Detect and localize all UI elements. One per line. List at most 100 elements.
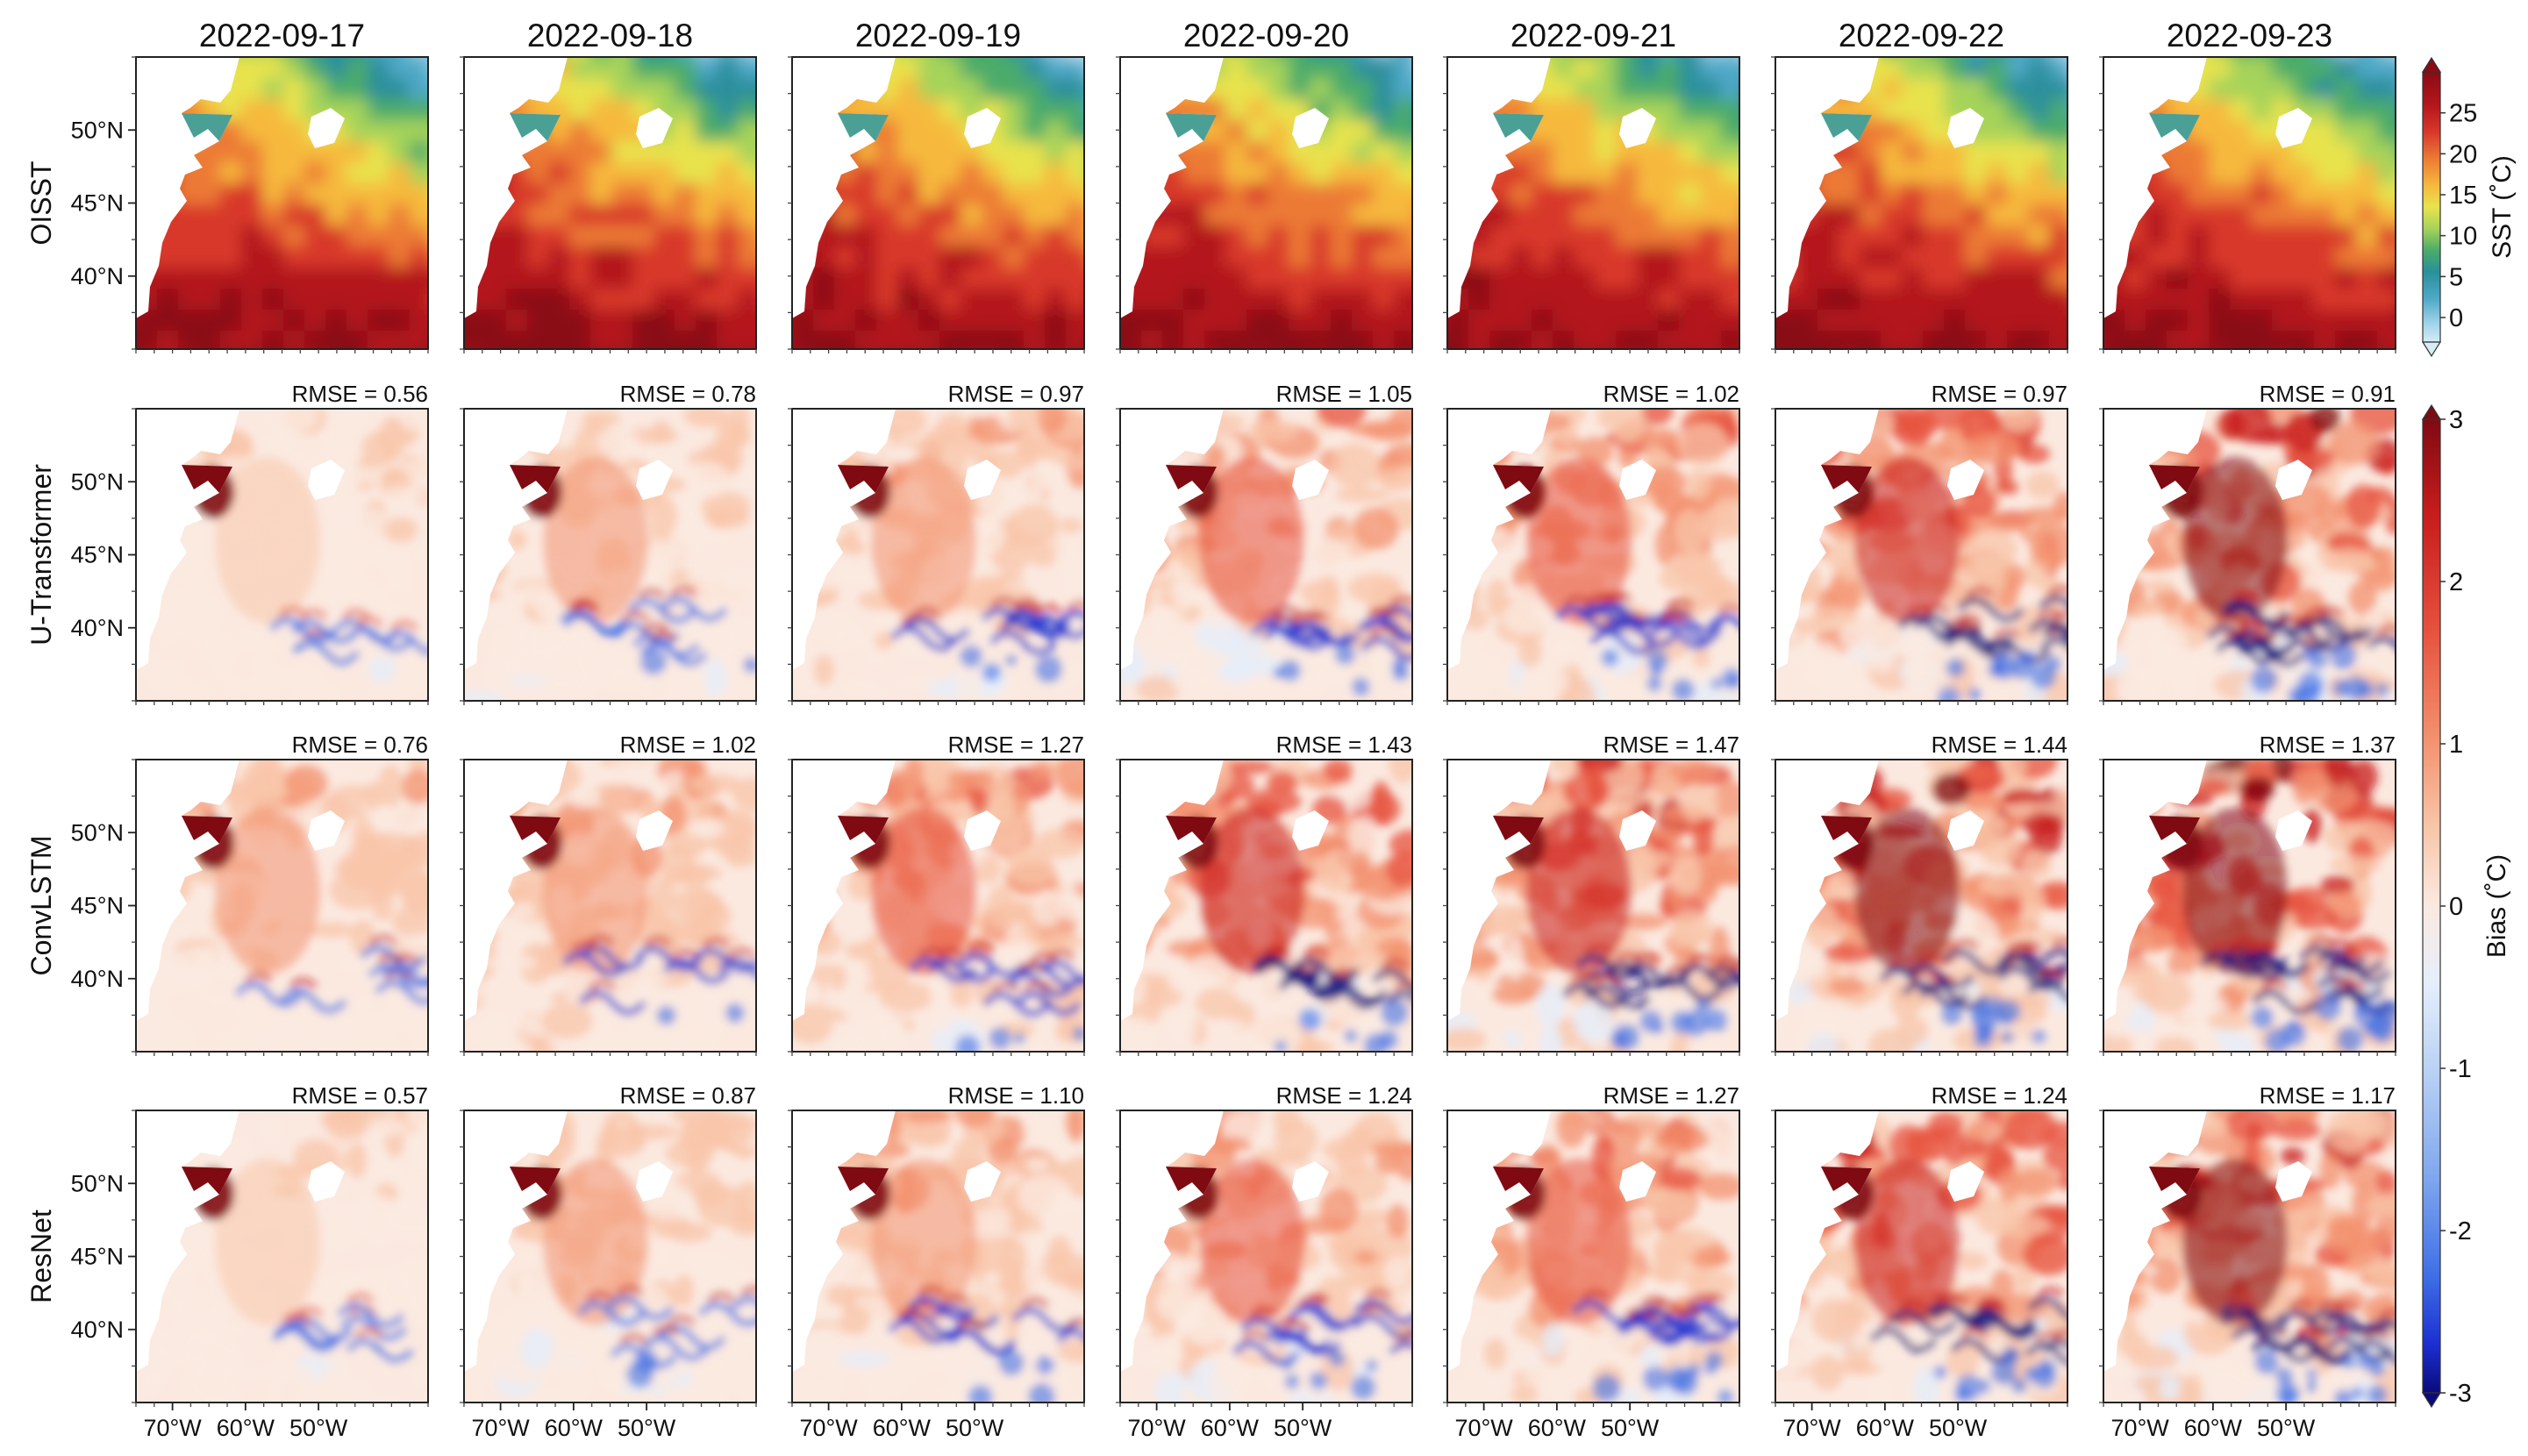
panel-convlstm-2022-09-23: RMSE = 1.37 xyxy=(2099,732,2396,1056)
x-tick-label: 60°W xyxy=(873,1415,932,1441)
colorbar-tick-label: 2 xyxy=(2449,568,2463,596)
date-title: 2022-09-17 xyxy=(199,18,365,54)
land-mask xyxy=(2275,108,2312,148)
panel-oisst-2022-09-20: 2022-09-20 xyxy=(1116,18,1413,353)
panel-u-transformer-2022-09-21: RMSE = 1.02 xyxy=(1443,381,1740,705)
x-tick-label: 70°W xyxy=(799,1415,858,1441)
gulf-bias xyxy=(2149,465,2200,493)
bias-field xyxy=(1775,1110,2067,1402)
gulf-bias xyxy=(838,816,889,844)
rmse-label: RMSE = 0.87 xyxy=(620,1082,756,1109)
colorbar-tick-label: 3 xyxy=(2449,406,2463,434)
x-tick-label: 50°W xyxy=(1929,1415,1988,1441)
bias-colorbar: 3 2 1 0 -1 -2 -3 Bias (˚C) xyxy=(2421,403,2511,1409)
panel-u-transformer-2022-09-20: RMSE = 1.05 xyxy=(1116,381,1413,705)
land-mask xyxy=(1292,810,1329,851)
rmse-label: RMSE = 0.57 xyxy=(292,1082,428,1109)
panel-u-transformer-2022-09-23: RMSE = 0.91 xyxy=(2099,381,2396,705)
gulf-bias xyxy=(1166,816,1217,844)
x-tick-label: 60°W xyxy=(545,1415,603,1441)
bias-field xyxy=(1447,409,1739,701)
sst-field xyxy=(1120,57,1412,349)
land-mask xyxy=(1619,460,1656,500)
gulf-bias xyxy=(1821,816,1872,844)
colorbar-extend-min xyxy=(2421,341,2442,358)
panel-resnet-2022-09-21: 70°W 60°W 50°W RMSE = 1.27 xyxy=(1443,1082,1740,1441)
y-tick-label: 50°N xyxy=(71,117,124,143)
x-tick-label: 50°W xyxy=(618,1415,676,1441)
colorbar-ramp xyxy=(2422,418,2441,1394)
bias-field xyxy=(1120,1110,1412,1402)
colorbar-tick-label: 1 xyxy=(2449,731,2463,759)
rmse-label: RMSE = 1.10 xyxy=(948,1082,1084,1109)
panel-resnet-2022-09-23: 70°W 60°W 50°W RMSE = 1.17 xyxy=(2099,1082,2396,1441)
panel-convlstm-2022-09-19: RMSE = 1.27 xyxy=(788,732,1085,1056)
rmse-label: RMSE = 1.37 xyxy=(2260,732,2396,758)
x-tick-label: 60°W xyxy=(2184,1415,2243,1441)
colorbar-tick-label: 25 xyxy=(2449,100,2477,128)
rmse-label: RMSE = 0.78 xyxy=(620,381,756,407)
panel-convlstm-2022-09-21: RMSE = 1.47 xyxy=(1443,732,1740,1056)
land-mask xyxy=(308,460,345,500)
colorbar-tick-label: 15 xyxy=(2449,182,2477,210)
rmse-label: RMSE = 1.47 xyxy=(1603,732,1739,758)
rmse-label: RMSE = 1.17 xyxy=(2260,1082,2396,1109)
bias-field xyxy=(1120,760,1412,1052)
y-tick-label: 50°N xyxy=(71,819,124,846)
gulf-bias xyxy=(838,1167,889,1195)
colorbar-tick-label: 0 xyxy=(2449,893,2463,921)
x-tick-label: 70°W xyxy=(143,1415,202,1441)
land-mask xyxy=(1947,108,1984,148)
colorbar-extend-min xyxy=(2421,1392,2442,1409)
date-title: 2022-09-19 xyxy=(855,18,1021,54)
gulf-bias xyxy=(1821,1167,1872,1195)
colorbar-extend-max xyxy=(2421,403,2442,420)
bias-field xyxy=(1120,409,1412,701)
gulf-bias xyxy=(510,816,561,844)
panel-resnet-2022-09-17: 50°N 45°N 40°N 70°W 60°W 50°W RMSE = 0.57 xyxy=(71,1082,429,1441)
date-title: 2022-09-22 xyxy=(1839,18,2004,54)
colorbar-label: SST (˚C) xyxy=(2488,155,2517,259)
gulf-bias xyxy=(1493,465,1544,493)
sst-field xyxy=(1775,57,2067,349)
rmse-label: RMSE = 1.27 xyxy=(1603,1082,1739,1109)
gulf-bias xyxy=(182,465,232,493)
row-label-oisst: OISST xyxy=(25,161,57,245)
date-title: 2022-09-23 xyxy=(2167,18,2332,54)
land-mask xyxy=(1619,1161,1656,1202)
y-tick-label: 40°N xyxy=(71,966,124,992)
land-mask xyxy=(636,460,673,500)
gulf-water xyxy=(182,113,232,141)
gulf-bias xyxy=(838,465,889,493)
bias-field xyxy=(1775,409,2067,701)
bias-field xyxy=(1447,760,1739,1052)
rmse-label: RMSE = 1.27 xyxy=(948,732,1084,758)
sst-field xyxy=(1447,57,1739,349)
gulf-water xyxy=(1493,113,1544,141)
x-tick-label: 60°W xyxy=(217,1415,275,1441)
y-tick-label: 45°N xyxy=(71,542,124,568)
bias-field xyxy=(792,409,1084,701)
gulf-water xyxy=(2149,113,2200,141)
land-mask xyxy=(964,460,1001,500)
land-mask xyxy=(2275,1161,2312,1202)
sst-field xyxy=(792,57,1084,349)
land-mask xyxy=(636,108,673,148)
x-tick-label: 70°W xyxy=(2110,1415,2169,1441)
gulf-bias xyxy=(1493,816,1544,844)
colorbar-label: Bias (˚C) xyxy=(2482,854,2511,958)
panel-convlstm-2022-09-17: 50°N 45°N 40°N RMSE = 0.76 xyxy=(71,732,429,1056)
bias-field xyxy=(792,760,1084,1052)
colorbar-tick-label: 10 xyxy=(2449,223,2477,251)
land-mask xyxy=(1947,1161,1984,1202)
colorbar-tick-label: 5 xyxy=(2449,263,2463,291)
date-title: 2022-09-18 xyxy=(527,18,693,54)
panel-oisst-2022-09-19: 2022-09-19 xyxy=(788,18,1085,353)
panel-u-transformer-2022-09-18: RMSE = 0.78 xyxy=(460,381,757,705)
panel-convlstm-2022-09-18: RMSE = 1.02 xyxy=(460,732,757,1056)
gulf-bias xyxy=(1166,1167,1217,1195)
x-tick-label: 70°W xyxy=(1782,1415,1841,1441)
gulf-bias xyxy=(1821,465,1872,493)
x-tick-label: 60°W xyxy=(1201,1415,1260,1441)
x-tick-label: 50°W xyxy=(2257,1415,2316,1441)
